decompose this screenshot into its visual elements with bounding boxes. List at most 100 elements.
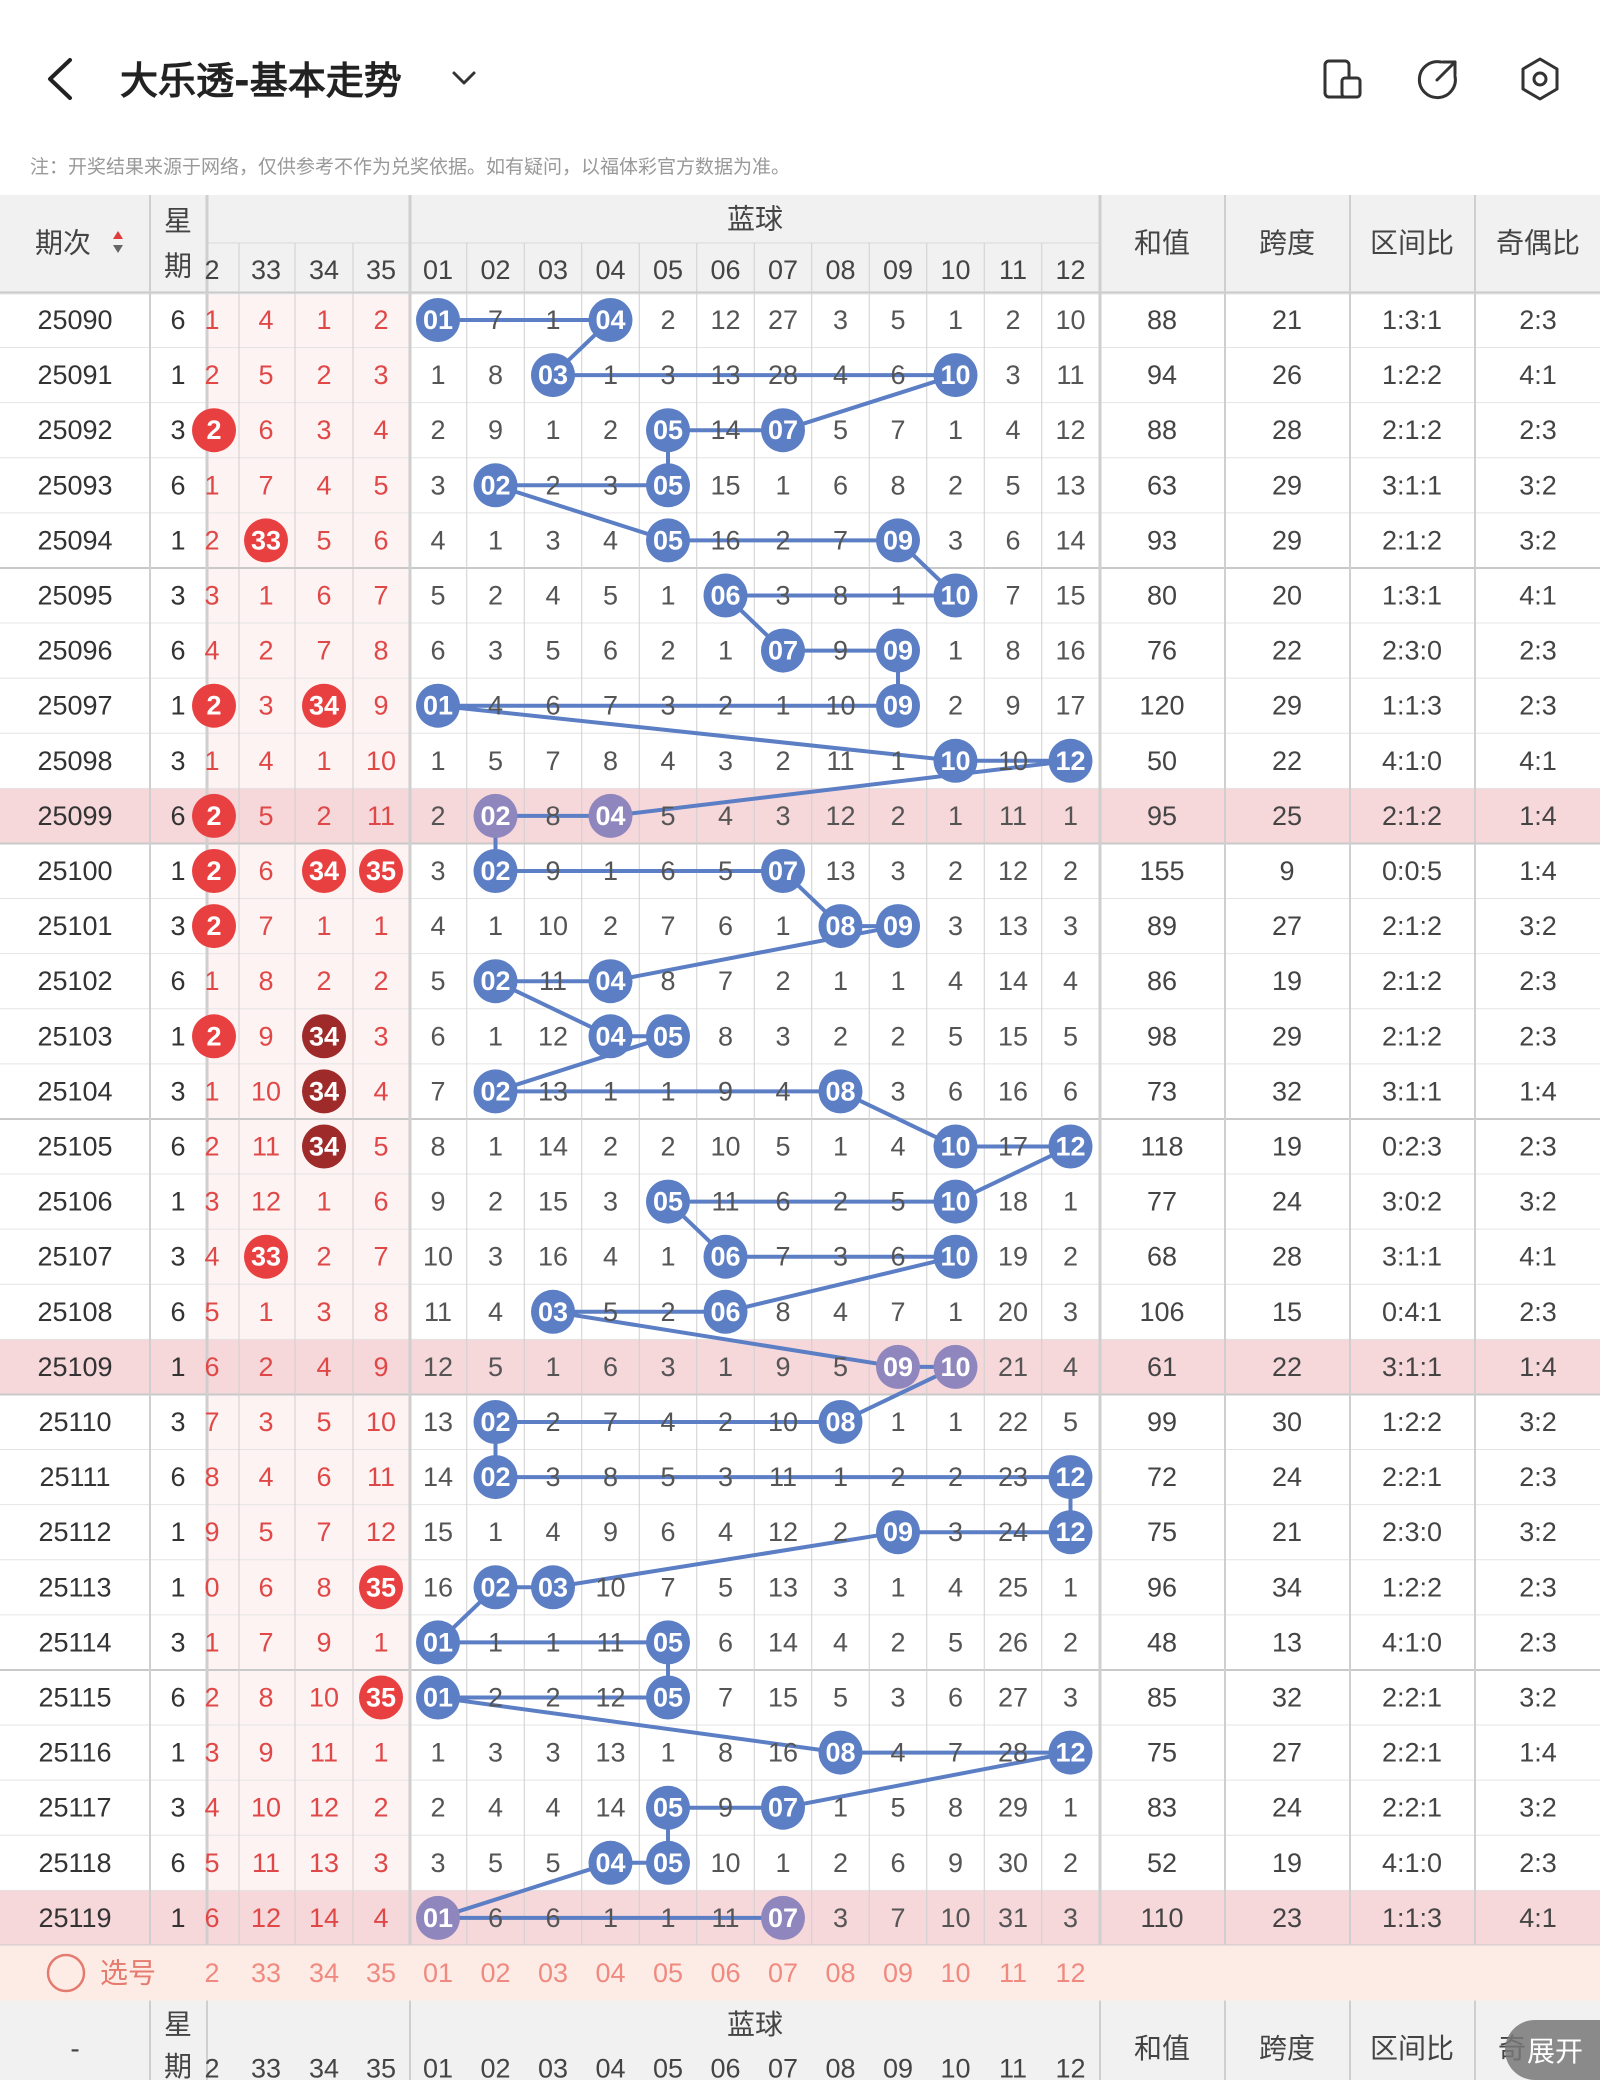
blue-number-header: 04 <box>595 255 625 285</box>
sort-up-icon[interactable] <box>113 231 123 239</box>
blue-number-header: 09 <box>883 255 913 285</box>
blue-omission-cell: 1 <box>545 305 560 335</box>
blue-omission-cell: 4 <box>833 360 848 390</box>
blue-omission-cell: 7 <box>718 1683 733 1713</box>
odd-even-cell: 2:3 <box>1519 1297 1557 1327</box>
blue-omission-cell: 10 <box>595 1572 625 1602</box>
red-omission-cell: 2 <box>204 525 219 555</box>
blue-ball-number: 07 <box>768 636 798 666</box>
settings-icon[interactable] <box>1517 56 1563 102</box>
back-arrow-icon[interactable] <box>40 54 80 104</box>
period-cell: 25099 <box>37 801 112 831</box>
blue-omission-cell: 9 <box>718 1793 733 1823</box>
blue-omission-cell: 14 <box>423 1462 453 1492</box>
zone-ratio-cell: 2:3:0 <box>1382 636 1442 666</box>
sort-down-icon[interactable] <box>113 245 123 253</box>
odd-even-cell: 4:1 <box>1519 1242 1557 1272</box>
week-cell: 3 <box>170 1627 185 1657</box>
red-omission-cell: 1 <box>204 1076 219 1106</box>
period-cell: 25096 <box>37 636 112 666</box>
zone-ratio-cell: 4:1:0 <box>1382 1627 1442 1657</box>
blue-omission-cell: 1 <box>890 1572 905 1602</box>
blue-ball <box>531 353 575 398</box>
select-blue-number: 09 <box>883 1958 913 1988</box>
blue-omission-cell: 1 <box>603 360 618 390</box>
blue-omission-cell: 14 <box>998 966 1028 996</box>
blue-omission-cell: 11 <box>711 1903 739 1933</box>
blue-omission-cell: 5 <box>603 581 618 611</box>
red-omission-cell: 10 <box>309 1683 339 1713</box>
blue-ball <box>761 849 805 893</box>
blue-omission-cell: 3 <box>833 305 848 335</box>
blue-ball-number: 09 <box>883 1517 913 1547</box>
red-ball <box>192 793 236 838</box>
odd-even-cell: 3:2 <box>1519 1187 1557 1217</box>
blue-ball <box>416 683 460 728</box>
red-omission-cell: 2 <box>373 966 388 996</box>
blue-omission-cell: 2 <box>948 856 963 886</box>
period-header: 期次 <box>35 228 91 259</box>
chevron-down-icon[interactable] <box>450 64 478 92</box>
blue-ball-number: 12 <box>1055 746 1085 776</box>
blue-omission-cell: 9 <box>488 415 503 445</box>
span-cell: 32 <box>1272 1076 1302 1106</box>
blue-number-header: 01 <box>423 255 453 285</box>
blue-ball-number: 06 <box>710 1242 740 1272</box>
span-cell: 20 <box>1272 581 1302 611</box>
red-omission-cell: 2 <box>316 966 331 996</box>
blue-omission-cell: 4 <box>833 1297 848 1327</box>
blue-ball <box>876 683 920 728</box>
select-blue-number: 04 <box>595 1958 625 1988</box>
blue-omission-cell: 12 <box>768 1517 798 1547</box>
blue-omission-cell: 1 <box>488 1132 503 1162</box>
expand-button[interactable]: 展开 <box>1505 2020 1600 2080</box>
blue-omission-cell: 3 <box>890 856 905 886</box>
blue-ball <box>933 1344 978 1389</box>
blue-ball <box>646 1785 690 1830</box>
select-blue-number: 01 <box>423 1958 453 1988</box>
red-omission-cell: 1 <box>316 305 331 335</box>
blue-ball <box>1048 1124 1093 1169</box>
sum-cell: 88 <box>1147 305 1177 335</box>
odd-even-header: 奇偶比 <box>1496 228 1580 259</box>
blue-ball-number: 05 <box>653 1793 683 1823</box>
blue-omission-cell: 27 <box>998 1683 1028 1713</box>
red-ball-number: 2 <box>206 1021 221 1051</box>
blue-ball <box>703 573 748 618</box>
red-omission-cell: 5 <box>316 525 331 555</box>
blue-number-header: 10 <box>940 255 970 285</box>
blue-group-header: 蓝球 <box>727 204 783 235</box>
blue-ball <box>761 408 805 453</box>
blue-number-header: 05 <box>653 255 683 285</box>
blue-omission-cell: 7 <box>1005 581 1020 611</box>
week-cell: 1 <box>170 525 185 555</box>
blue-number-header: 02 <box>480 255 510 285</box>
blue-omission-cell: 11 <box>711 1187 739 1217</box>
blue-omission-cell: 1 <box>1063 1572 1078 1602</box>
phone-layout-icon[interactable] <box>1320 56 1366 102</box>
blue-omission-cell: 3 <box>948 911 963 941</box>
blue-omission-cell: 3 <box>948 1517 963 1547</box>
blue-omission-cell: 23 <box>998 1462 1028 1492</box>
blue-omission-cell: 1 <box>545 415 560 445</box>
sum-header: 和值 <box>1134 228 1190 259</box>
blue-omission-cell: 6 <box>1063 1076 1078 1106</box>
blue-ball-number: 08 <box>825 911 855 941</box>
week-cell: 3 <box>170 1793 185 1823</box>
odd-even-cell: 2:3 <box>1519 1462 1557 1492</box>
zone-ratio-cell: 1:3:1 <box>1382 305 1442 335</box>
red-ball <box>302 1124 346 1169</box>
blue-omission-cell: 8 <box>603 1462 618 1492</box>
blue-omission-cell: 2 <box>833 1187 848 1217</box>
sum-cell: 73 <box>1147 1076 1177 1106</box>
red-omission-cell: 6 <box>258 856 273 886</box>
period-cell: 25106 <box>37 1187 112 1217</box>
table-header-bg <box>0 195 1600 295</box>
week-cell: 6 <box>170 1297 185 1327</box>
blue-ball-number: 01 <box>423 1903 453 1933</box>
share-icon[interactable] <box>1415 56 1461 102</box>
red-omission-cell: 4 <box>373 415 388 445</box>
blue-omission-cell: 3 <box>430 856 445 886</box>
select-radio-icon[interactable] <box>46 1953 86 1993</box>
blue-omission-cell: 16 <box>998 1076 1028 1106</box>
